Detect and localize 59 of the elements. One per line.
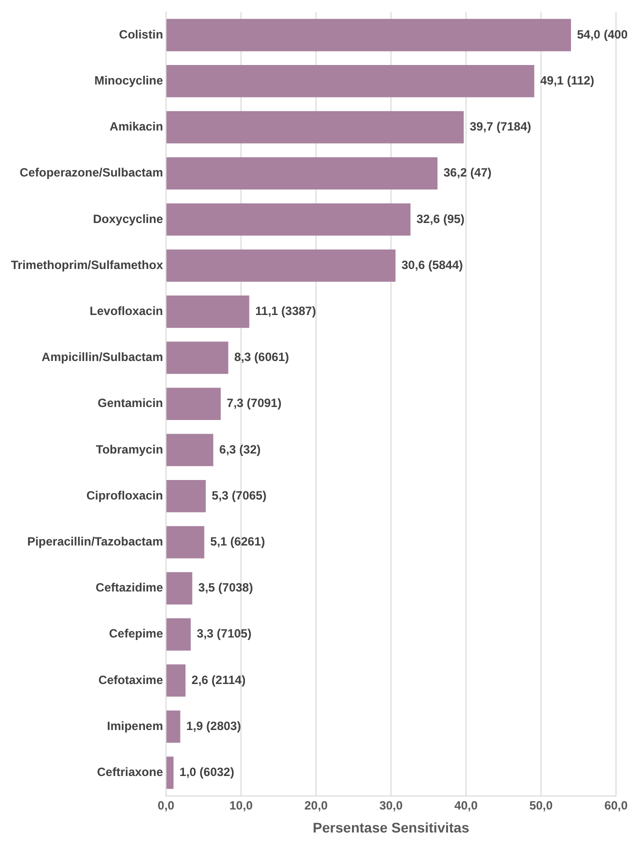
x-tick-label: 50,0: [529, 798, 554, 812]
data-label: 3,5 (7038): [198, 580, 253, 595]
y-tick-label: Tobramycin: [96, 442, 164, 456]
data-label: 11,1 (3387): [255, 304, 316, 318]
y-tick-label: Piperacillin/Tazobactam: [27, 534, 164, 549]
y-tick-label: Colistin: [119, 27, 164, 42]
data-label: 3,3 (7105): [196, 626, 252, 641]
y-tick-label: Ceftazidime: [96, 580, 164, 595]
y-tick-label: Ciprofloxacin: [86, 488, 164, 502]
data-label: 8,3 (6061): [234, 350, 289, 364]
x-tick-label: 60,0: [604, 798, 628, 812]
x-tick-label: 10,0: [229, 798, 254, 812]
bar: [166, 296, 250, 328]
data-label: 7,3 (7091): [226, 396, 282, 410]
data-label: 1,0 (6032): [180, 765, 234, 780]
bar: [166, 249, 396, 282]
y-tick-label: Doxycycline: [92, 212, 164, 226]
bar: [166, 480, 206, 512]
y-tick-label: Gentamicin: [98, 396, 164, 410]
bar: [166, 342, 228, 374]
bar: [166, 203, 411, 236]
y-tick-label: Cefotaxime: [98, 672, 164, 687]
bar: [166, 434, 214, 466]
data-label: 36,2 (47): [444, 166, 492, 180]
bar: [166, 710, 180, 743]
bar: [166, 572, 192, 604]
data-label: 5,3 (7065): [212, 488, 266, 502]
bar: [166, 664, 186, 697]
data-label: 32,6 (95): [416, 212, 465, 226]
y-tick-label: Cefoperazone/Sulbactam: [20, 166, 164, 180]
y-tick-label: Levofloxacin: [90, 304, 164, 318]
bar: [166, 526, 204, 558]
data-label: 1,9 (2803): [186, 718, 241, 733]
bar: [166, 111, 464, 144]
x-axis-title: Persentase Sensitivitas: [312, 819, 470, 836]
bar: [166, 65, 534, 98]
x-tick-label: 40,0: [454, 798, 478, 812]
bar: [166, 756, 174, 789]
y-tick-label: Cefepime: [108, 626, 164, 641]
x-tick-label: 20,0: [304, 798, 328, 812]
bar: [166, 18, 571, 52]
data-label: 5,1 (6261): [210, 534, 265, 549]
data-label: 6,3 (32): [219, 442, 261, 456]
y-tick-label: Imipenem: [107, 718, 164, 733]
y-tick-label: Ampicillin/Sulbactam: [42, 350, 164, 364]
y-tick-label: Ceftriaxone: [96, 765, 164, 780]
y-tick-label: Trimethoprim/Sulfamethox: [10, 258, 164, 272]
y-tick-label: Amikacin: [110, 120, 164, 134]
data-label: 2,6 (2114): [192, 672, 246, 687]
data-label: 30,6 (5844): [402, 258, 463, 272]
bar: [166, 618, 191, 651]
x-tick-label: 0,0: [158, 798, 175, 812]
bar: [166, 157, 438, 190]
bar: [166, 388, 221, 420]
data-label: 49,1 (112): [540, 73, 594, 88]
x-tick-label: 30,0: [379, 798, 404, 812]
data-label: 39,7 (7184): [470, 120, 532, 134]
data-label: 54,0 (400: [577, 27, 628, 42]
y-tick-label: Minocycline: [94, 73, 164, 88]
